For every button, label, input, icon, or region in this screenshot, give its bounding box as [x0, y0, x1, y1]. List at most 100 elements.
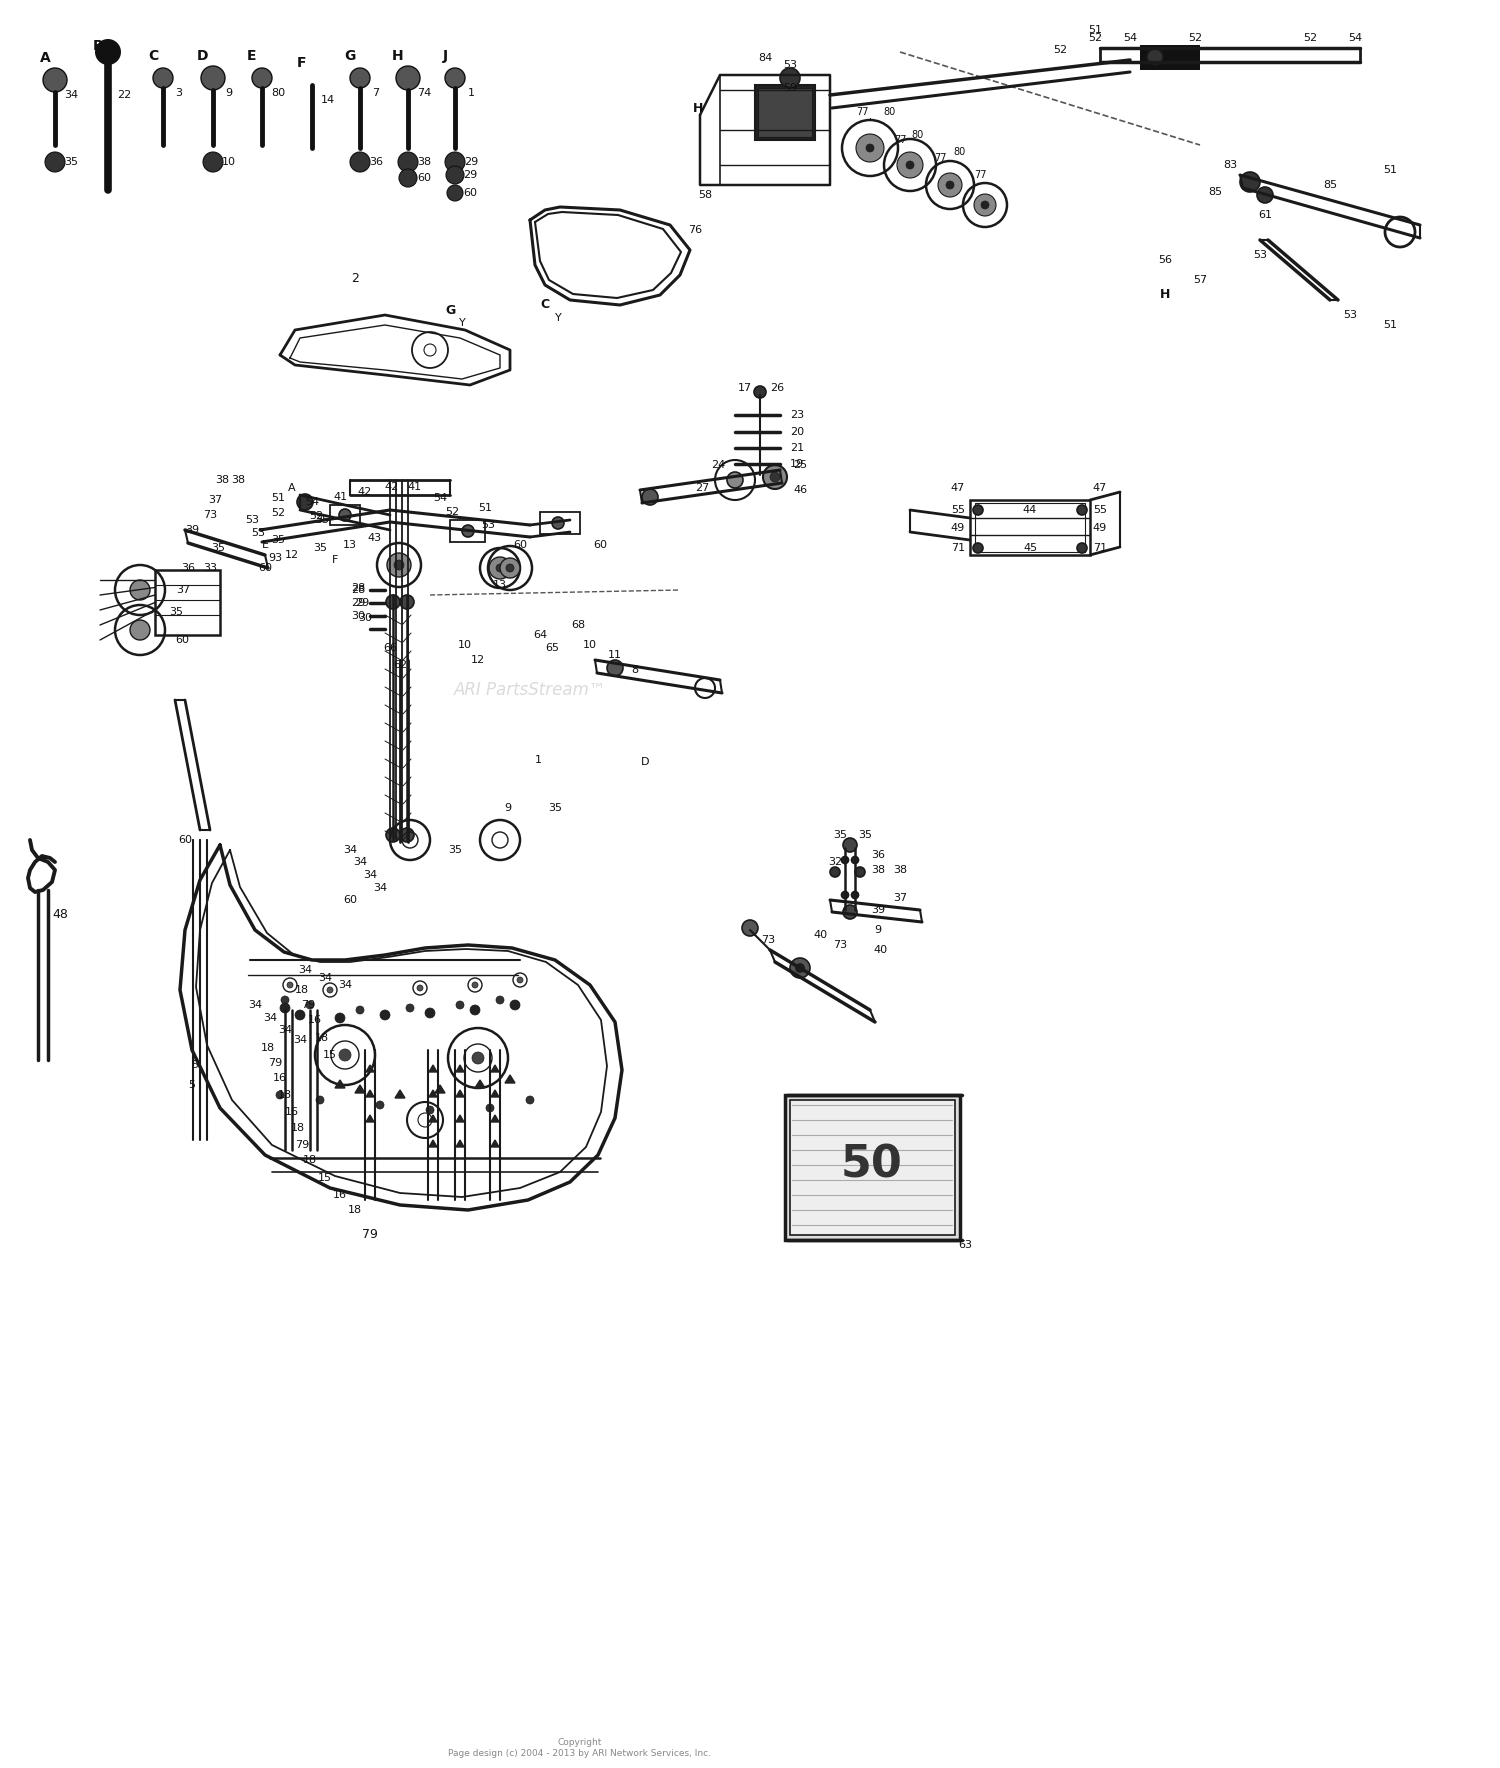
Text: 93: 93 [268, 553, 282, 562]
Text: 34: 34 [292, 1034, 308, 1045]
Text: 5: 5 [192, 1061, 198, 1070]
Text: 35: 35 [170, 606, 183, 617]
Text: 77: 77 [855, 108, 868, 117]
Text: 53: 53 [244, 514, 260, 525]
Text: 42: 42 [386, 483, 399, 492]
Text: 29: 29 [464, 170, 477, 180]
Bar [330, 506, 360, 525]
Polygon shape [456, 1064, 464, 1071]
Text: D: D [198, 50, 208, 64]
Text: 29: 29 [356, 598, 369, 608]
Circle shape [472, 981, 478, 988]
Text: 60: 60 [464, 187, 477, 198]
Text: 18: 18 [278, 1091, 292, 1100]
Text: 60: 60 [344, 895, 357, 905]
Text: 66: 66 [382, 644, 398, 652]
Text: 44: 44 [1023, 506, 1036, 514]
Text: 3: 3 [176, 88, 183, 97]
Text: 29: 29 [351, 598, 364, 608]
Text: 51: 51 [1088, 25, 1102, 35]
Text: 76: 76 [688, 225, 702, 235]
Text: H: H [1160, 288, 1170, 302]
Text: 65: 65 [544, 644, 560, 652]
Circle shape [356, 1006, 364, 1015]
Circle shape [130, 580, 150, 599]
Text: E: E [248, 50, 256, 64]
Text: 54: 54 [433, 493, 447, 504]
Text: 13: 13 [494, 580, 507, 591]
Text: 34: 34 [278, 1025, 292, 1034]
Text: 12: 12 [285, 550, 298, 560]
Text: 35: 35 [211, 543, 225, 553]
Text: G: G [446, 304, 454, 316]
Circle shape [842, 856, 849, 863]
Text: 77: 77 [933, 154, 946, 163]
Text: 42: 42 [358, 486, 372, 497]
Text: C: C [540, 299, 549, 311]
Text: 34: 34 [298, 965, 312, 974]
Text: 15: 15 [322, 1050, 338, 1061]
Circle shape [350, 152, 370, 171]
Text: 80: 80 [912, 131, 924, 140]
Text: 74: 74 [417, 88, 430, 97]
Text: 71: 71 [1094, 543, 1107, 553]
Circle shape [316, 1096, 324, 1103]
Circle shape [94, 39, 122, 65]
Text: 37: 37 [892, 893, 908, 903]
Circle shape [608, 659, 622, 675]
Text: 48: 48 [53, 909, 68, 921]
Text: 79: 79 [362, 1229, 378, 1241]
Text: 80: 80 [954, 147, 966, 157]
Circle shape [754, 385, 766, 398]
Text: 52: 52 [1088, 34, 1102, 42]
Circle shape [276, 1091, 284, 1100]
Text: 30: 30 [351, 612, 364, 621]
Circle shape [306, 1001, 314, 1010]
Text: 28: 28 [351, 583, 364, 592]
Text: 49: 49 [951, 523, 964, 532]
Text: 22: 22 [117, 90, 130, 101]
Text: 34: 34 [363, 870, 376, 880]
Text: F: F [332, 555, 338, 566]
Text: 51: 51 [478, 504, 492, 513]
Polygon shape [490, 1116, 500, 1123]
Text: 58: 58 [698, 189, 712, 200]
Text: C: C [148, 50, 158, 64]
Circle shape [400, 596, 414, 608]
Text: 47: 47 [951, 483, 964, 493]
Bar [784, 1094, 960, 1239]
Text: 38: 38 [892, 865, 908, 875]
Text: J: J [442, 50, 447, 64]
Text: 40: 40 [813, 930, 826, 941]
Text: 35: 35 [64, 157, 78, 166]
Text: 9: 9 [874, 925, 882, 935]
Text: B: B [93, 39, 104, 53]
Text: 12: 12 [471, 654, 484, 665]
Text: 18: 18 [291, 1123, 304, 1133]
Circle shape [770, 472, 780, 483]
Circle shape [796, 964, 804, 972]
Text: 27: 27 [694, 483, 709, 493]
Circle shape [386, 596, 400, 608]
Text: 52: 52 [1053, 44, 1066, 55]
Circle shape [974, 194, 996, 216]
Circle shape [842, 891, 849, 898]
Circle shape [780, 67, 800, 88]
Text: 79: 79 [302, 1001, 315, 1010]
Circle shape [296, 1010, 304, 1020]
Circle shape [897, 152, 922, 179]
Text: 46: 46 [794, 484, 807, 495]
Circle shape [1077, 543, 1088, 553]
Text: 80: 80 [272, 88, 285, 97]
Text: Y: Y [459, 318, 465, 329]
Text: 18: 18 [261, 1043, 274, 1054]
Circle shape [252, 67, 272, 88]
Circle shape [424, 1008, 435, 1018]
Circle shape [398, 152, 418, 171]
Circle shape [286, 981, 292, 988]
Text: 34: 34 [374, 882, 387, 893]
Circle shape [642, 490, 658, 506]
Polygon shape [476, 1080, 484, 1087]
Text: 83: 83 [1222, 159, 1238, 170]
Text: 15: 15 [318, 1172, 332, 1183]
